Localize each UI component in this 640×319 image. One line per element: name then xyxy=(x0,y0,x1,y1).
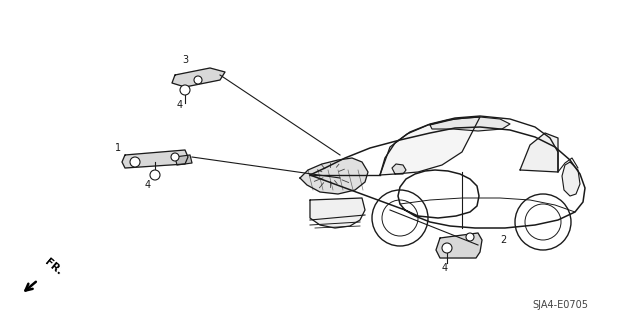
Polygon shape xyxy=(380,117,480,175)
Text: 4: 4 xyxy=(442,263,448,273)
Text: 2: 2 xyxy=(500,235,506,245)
Circle shape xyxy=(150,170,160,180)
Polygon shape xyxy=(122,150,188,168)
Polygon shape xyxy=(300,158,368,194)
Polygon shape xyxy=(430,117,510,131)
Text: FR.: FR. xyxy=(43,257,64,277)
Circle shape xyxy=(130,157,140,167)
Polygon shape xyxy=(392,164,406,174)
Circle shape xyxy=(180,85,190,95)
Text: 3: 3 xyxy=(182,55,188,65)
Polygon shape xyxy=(562,162,580,196)
Polygon shape xyxy=(436,233,482,258)
Polygon shape xyxy=(310,198,365,228)
Text: 1: 1 xyxy=(115,143,121,153)
Polygon shape xyxy=(172,68,225,87)
Polygon shape xyxy=(520,133,558,172)
Circle shape xyxy=(466,233,474,241)
Circle shape xyxy=(194,76,202,84)
Polygon shape xyxy=(175,155,192,165)
Text: 4: 4 xyxy=(177,100,183,110)
Text: 4: 4 xyxy=(145,180,151,190)
Circle shape xyxy=(171,153,179,161)
Text: SJA4-E0705: SJA4-E0705 xyxy=(532,300,588,310)
Circle shape xyxy=(442,243,452,253)
